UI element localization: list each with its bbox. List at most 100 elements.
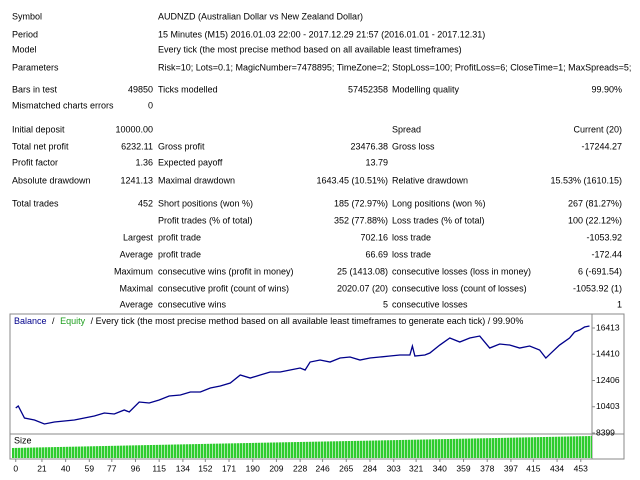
- table-cell: Mismatched charts errors: [12, 100, 114, 110]
- table-cell: consecutive wins (profit in money): [158, 266, 294, 276]
- table-cell: 100 (22.12%): [568, 215, 622, 225]
- table-cell: Average: [120, 249, 153, 259]
- table-cell: -17244.27: [581, 141, 622, 151]
- x-tick-label: 209: [269, 463, 283, 473]
- table-cell: 49850: [128, 84, 153, 94]
- x-tick-label: 284: [363, 463, 377, 473]
- x-tick-label: 115: [152, 463, 166, 473]
- chart-frame: [9, 313, 625, 460]
- chart-subtitle: / Every tick (the most precise method ba…: [91, 316, 524, 326]
- x-tick-label: 134: [176, 463, 190, 473]
- x-tick-label: 434: [550, 463, 564, 473]
- x-tick-label: 77: [107, 463, 117, 473]
- table-cell: 66.69: [365, 249, 388, 259]
- table-cell: Profit trades (% of total): [158, 215, 253, 225]
- table-cell: Total net profit: [12, 141, 69, 151]
- table-cell: Profit factor: [12, 157, 58, 167]
- table-cell: consecutive loss (count of losses): [392, 283, 527, 293]
- table-cell: Spread: [392, 124, 421, 134]
- x-tick-label: 246: [315, 463, 329, 473]
- table-cell: -1053.92 (1): [573, 283, 622, 293]
- table-cell: 15.53% (1610.15): [550, 175, 622, 185]
- chart-legend: Balance / Equity / Every tick (the most …: [14, 316, 523, 326]
- table-cell: Expected payoff: [158, 157, 223, 167]
- table-cell: 1241.13: [120, 175, 153, 185]
- table-cell: 0: [148, 100, 153, 110]
- table-cell: Maximal drawdown: [158, 175, 235, 185]
- x-tick-label: 171: [222, 463, 236, 473]
- header-value: 15 Minutes (M15) 2016.01.03 22:00 - 2017…: [158, 29, 485, 39]
- header-value: AUDNZD (Australian Dollar vs New Zealand…: [158, 11, 363, 21]
- table-cell: 6232.11: [121, 141, 153, 151]
- table-cell: Initial deposit: [12, 124, 65, 134]
- table-cell: -1053.92: [586, 232, 622, 242]
- table-cell: Current (20): [573, 124, 622, 134]
- table-cell: Short positions (won %): [158, 198, 253, 208]
- table-cell: 10000.00: [115, 124, 153, 134]
- header-label: Period: [12, 29, 38, 39]
- x-tick-label: 96: [131, 463, 141, 473]
- table-cell: 57452358: [348, 84, 388, 94]
- table-cell: profit trade: [158, 249, 201, 259]
- table-cell: 702.16: [360, 232, 388, 242]
- y-tick-label: 14410: [596, 348, 620, 358]
- table-cell: 352 (77.88%): [334, 215, 388, 225]
- table-cell: -172.44: [591, 249, 622, 259]
- legend-balance: Balance: [14, 316, 47, 326]
- table-cell: Total trades: [12, 198, 59, 208]
- table-cell: consecutive losses: [392, 299, 468, 309]
- x-tick-label: 415: [526, 463, 540, 473]
- table-cell: 1.36: [135, 157, 153, 167]
- table-cell: consecutive losses (loss in money): [392, 266, 531, 276]
- table-cell: 452: [138, 198, 153, 208]
- x-tick-label: 0: [13, 463, 18, 473]
- table-cell: Maximum: [114, 266, 153, 276]
- table-cell: 13.79: [365, 157, 388, 167]
- table-cell: 6 (-691.54): [578, 266, 622, 276]
- header-value: Risk=10; Lots=0.1; MagicNumber=7478895; …: [158, 62, 631, 72]
- y-tick-label: 12406: [596, 375, 620, 385]
- x-tick-label: 359: [456, 463, 470, 473]
- table-cell: loss trade: [392, 249, 431, 259]
- table-cell: 267 (81.27%): [568, 198, 622, 208]
- table-cell: Gross loss: [392, 141, 435, 151]
- x-tick-label: 190: [246, 463, 260, 473]
- size-label: Size: [14, 435, 32, 445]
- size-bars: [12, 436, 592, 458]
- table-cell: Bars in test: [12, 84, 58, 94]
- table-cell: 1: [617, 299, 622, 309]
- table-cell: Loss trades (% of total): [392, 215, 485, 225]
- y-tick-label: 8399: [596, 427, 615, 437]
- x-tick-label: 453: [574, 463, 588, 473]
- x-tick-label: 321: [409, 463, 423, 473]
- table-cell: Long positions (won %): [392, 198, 486, 208]
- x-tick-label: 378: [480, 463, 494, 473]
- header-label: Model: [12, 44, 37, 54]
- table-cell: 1643.45 (10.51%): [316, 175, 388, 185]
- x-tick-label: 59: [85, 463, 95, 473]
- table-cell: Relative drawdown: [392, 175, 468, 185]
- table-cell: profit trade: [158, 232, 201, 242]
- x-tick-label: 340: [433, 463, 447, 473]
- x-tick-label: 303: [387, 463, 401, 473]
- table-cell: consecutive profit (count of wins): [158, 283, 289, 293]
- table-cell: 25 (1413.08): [337, 266, 388, 276]
- x-tick-label: 21: [37, 463, 47, 473]
- x-tick-label: 265: [339, 463, 353, 473]
- x-tick-label: 40: [61, 463, 71, 473]
- legend-separator: /: [52, 316, 55, 326]
- x-tick-label: 397: [504, 463, 518, 473]
- table-cell: 99.90%: [591, 84, 622, 94]
- table-cell: 2020.07 (20): [337, 283, 388, 293]
- y-tick-label: 10403: [596, 401, 620, 411]
- table-cell: 5: [383, 299, 388, 309]
- balance-line: [15, 325, 590, 425]
- table-cell: Largest: [123, 232, 154, 242]
- table-cell: Average: [120, 299, 153, 309]
- table-cell: consecutive wins: [158, 299, 227, 309]
- table-cell: 23476.38: [350, 141, 388, 151]
- table-cell: Ticks modelled: [158, 84, 218, 94]
- header-label: Symbol: [12, 11, 42, 21]
- header-label: Parameters: [12, 62, 59, 72]
